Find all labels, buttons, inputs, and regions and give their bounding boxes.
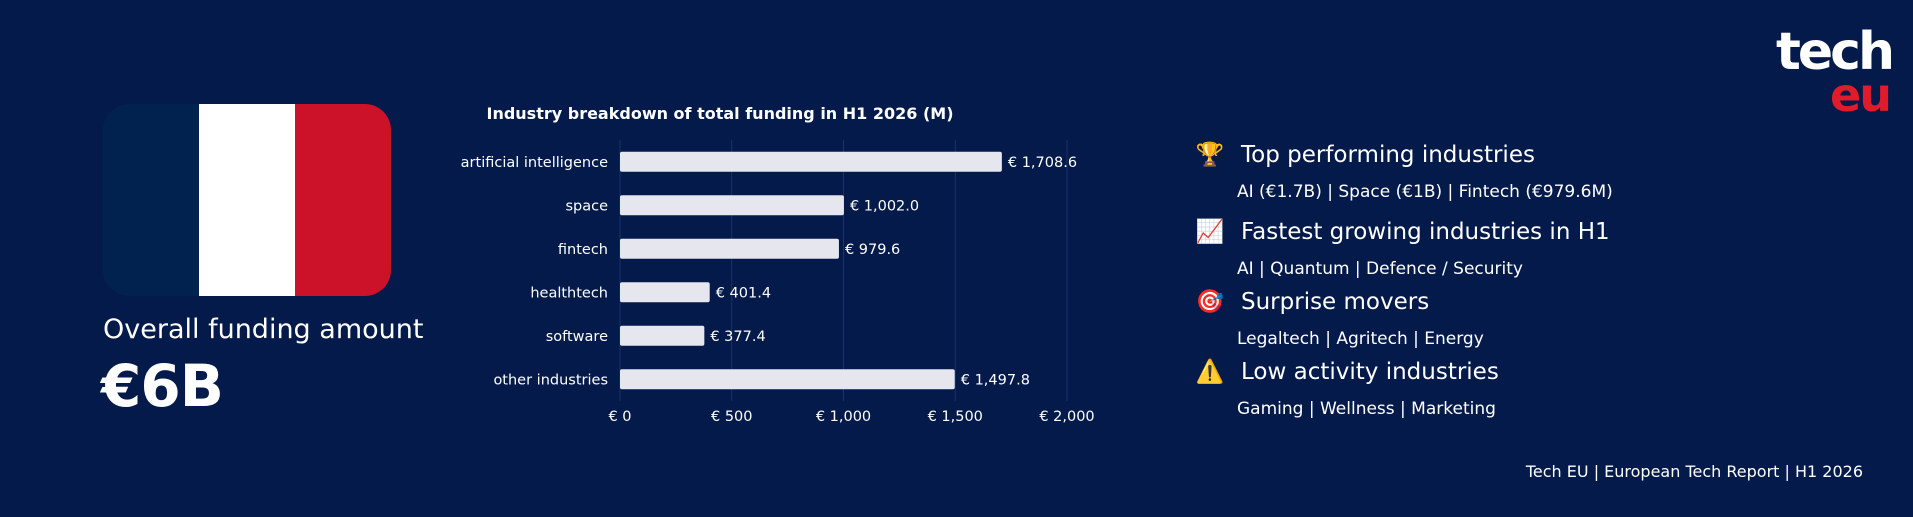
bar xyxy=(620,151,1002,172)
bar xyxy=(620,325,705,346)
data-label: € 401.4 xyxy=(716,285,771,301)
x-tick-label: € 2,000 xyxy=(1039,409,1094,425)
chart-title: Industry breakdown of total funding in H… xyxy=(486,104,954,123)
category-label: space xyxy=(565,198,608,214)
flag-stripe-white xyxy=(199,104,295,296)
insight-detail: Gaming | Wellness | Marketing xyxy=(1237,399,1496,419)
bar xyxy=(620,369,955,390)
insight-heading: Top performing industries xyxy=(1241,142,1535,168)
x-tick-label: € 1,500 xyxy=(928,409,983,425)
target-icon: 🎯 xyxy=(1195,289,1225,315)
france-flag xyxy=(103,104,391,296)
category-label: fintech xyxy=(558,242,608,258)
data-label: € 1,497.8 xyxy=(961,372,1030,388)
bar xyxy=(620,282,710,303)
data-label: € 1,002.0 xyxy=(850,198,919,214)
industry-bar-chart: artificial intelligence € 1,708.6 space € 1… xyxy=(461,140,1095,425)
bar xyxy=(620,238,839,259)
flag-stripe-red xyxy=(295,104,391,296)
category-label: healthtech xyxy=(530,285,608,301)
bar xyxy=(620,195,844,216)
x-tick-label: € 0 xyxy=(608,409,631,425)
insight-detail: AI (€1.7B) | Space (€1B) | Fintech (€979… xyxy=(1237,182,1613,202)
logo-eu-text: eu xyxy=(1830,68,1892,122)
chart-increasing-icon: 📈 xyxy=(1195,219,1225,245)
category-label: software xyxy=(546,329,608,345)
footer-credit: Tech EU | European Tech Report | H1 2026 xyxy=(1525,462,1863,481)
data-label: € 1,708.6 xyxy=(1008,155,1077,171)
insight-heading: Fastest growing industries in H1 xyxy=(1241,219,1610,245)
x-tick-label: € 500 xyxy=(711,409,753,425)
insight-detail: Legaltech | Agritech | Energy xyxy=(1237,329,1484,349)
insight-heading: Surprise movers xyxy=(1241,289,1430,315)
insight-heading: Low activity industries xyxy=(1241,359,1499,385)
logo-tech-text: tech xyxy=(1776,22,1895,82)
funding-value: €6B xyxy=(101,352,224,420)
data-label: € 979.6 xyxy=(845,242,900,258)
data-label: € 377.4 xyxy=(710,329,765,345)
flag-stripe-blue xyxy=(103,104,199,296)
tech-eu-logo: tech eu xyxy=(1762,22,1895,124)
warning-icon: ⚠️ xyxy=(1195,359,1225,385)
funding-label: Overall funding amount xyxy=(103,314,424,345)
x-tick-label: € 1,000 xyxy=(816,409,871,425)
category-label: other industries xyxy=(493,372,608,388)
category-label: artificial intelligence xyxy=(461,155,608,171)
insight-detail: AI | Quantum | Defence / Security xyxy=(1237,259,1523,279)
trophy-icon: 🏆 xyxy=(1195,142,1225,168)
